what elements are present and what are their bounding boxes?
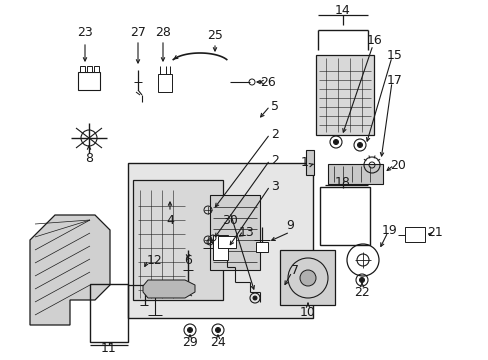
Text: 4: 4: [166, 213, 174, 226]
Bar: [213, 235, 227, 260]
Bar: [404, 227, 424, 242]
Bar: [80, 66, 85, 72]
Text: 6: 6: [183, 253, 192, 266]
Text: 15: 15: [386, 49, 402, 62]
Circle shape: [299, 270, 315, 286]
Text: 8: 8: [85, 152, 93, 165]
Text: 12: 12: [147, 253, 163, 266]
Bar: [218, 236, 236, 248]
Text: 25: 25: [206, 28, 223, 41]
Text: 11: 11: [101, 342, 117, 355]
Text: 22: 22: [353, 285, 369, 298]
Text: 14: 14: [334, 4, 350, 17]
Text: 28: 28: [155, 26, 171, 39]
Text: 23: 23: [77, 26, 93, 39]
Bar: [94, 66, 99, 72]
Bar: [327, 164, 382, 184]
Bar: [315, 55, 373, 135]
Bar: [78, 72, 100, 90]
Bar: [87, 66, 92, 72]
Bar: [158, 74, 172, 92]
Text: 16: 16: [366, 33, 382, 46]
Text: 2: 2: [270, 127, 278, 140]
Circle shape: [215, 328, 220, 333]
Bar: [305, 150, 313, 175]
Text: 19: 19: [381, 224, 397, 237]
Text: 27: 27: [130, 26, 145, 39]
Circle shape: [357, 143, 362, 148]
Text: 7: 7: [290, 264, 298, 276]
Bar: [280, 250, 334, 305]
Text: 29: 29: [182, 336, 198, 348]
Text: 10: 10: [300, 306, 315, 319]
Text: 26: 26: [260, 76, 275, 89]
Text: 2: 2: [270, 153, 278, 166]
Bar: [256, 242, 267, 252]
Bar: [90, 284, 128, 342]
Text: 5: 5: [270, 99, 279, 112]
Circle shape: [187, 328, 192, 333]
Text: 17: 17: [386, 73, 402, 86]
Text: 1: 1: [301, 156, 308, 168]
Text: 30: 30: [222, 213, 238, 226]
Bar: [319, 187, 369, 245]
Text: 20: 20: [389, 158, 405, 171]
Bar: [128, 163, 312, 318]
Text: 13: 13: [239, 225, 254, 239]
Bar: [133, 180, 223, 300]
Circle shape: [333, 140, 338, 144]
Circle shape: [252, 296, 257, 300]
Circle shape: [359, 278, 364, 283]
Bar: [209, 195, 260, 270]
Text: 21: 21: [426, 225, 442, 239]
Polygon shape: [142, 280, 195, 298]
Text: 3: 3: [270, 180, 278, 193]
Text: 9: 9: [285, 219, 293, 231]
Text: 24: 24: [210, 336, 225, 348]
Polygon shape: [30, 215, 110, 325]
Text: 18: 18: [334, 176, 350, 189]
